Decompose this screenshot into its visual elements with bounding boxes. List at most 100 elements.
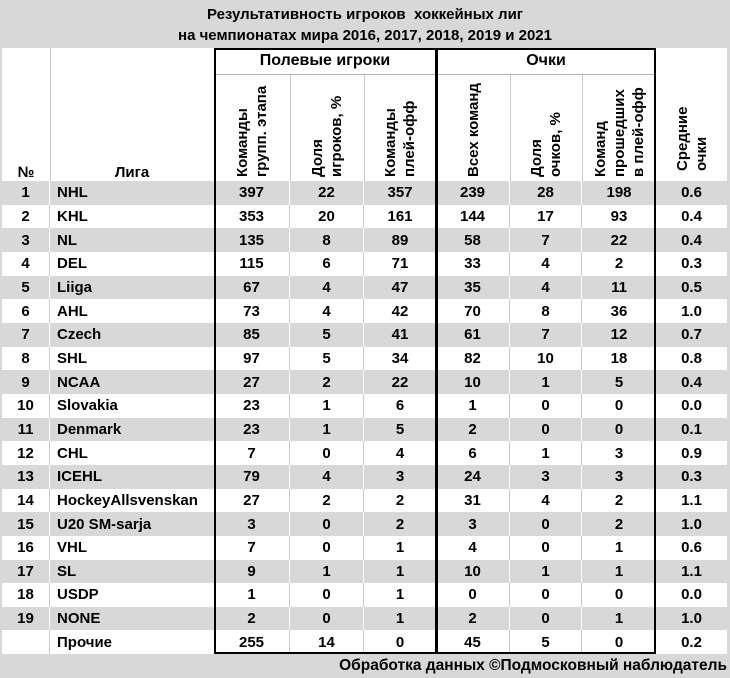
- cell-teams-playoff: 2: [395, 515, 405, 533]
- cell-points-share: 7: [510, 228, 582, 252]
- cell-league: DEL: [57, 255, 87, 273]
- title-line-2: на чемпионатах мира 2016, 2017, 2018, 20…: [178, 27, 552, 44]
- column-header-points-all-teams: Всех команд: [464, 83, 482, 177]
- cell-league: SHL: [57, 349, 87, 367]
- cell-number: 3: [2, 228, 50, 252]
- cell-points-all-teams: 239: [436, 181, 510, 205]
- cell-points-playoff-teams: 12: [610, 326, 628, 344]
- table-row: 1 NHL 397 22 357 239 28 198 0.6: [2, 181, 727, 205]
- cell-teams-playoff: 1: [395, 562, 405, 580]
- table-row: 15 U20 SM-sarja 3 0 2 3 0 2 1.0: [2, 512, 727, 536]
- cell-average-points: 0.0: [681, 397, 702, 415]
- cell-points-playoff-teams: 5: [614, 373, 624, 391]
- cell-players-share: 2: [290, 370, 364, 394]
- cell-players-share: 8: [290, 228, 364, 252]
- cell-points-playoff-teams: 93: [610, 207, 628, 225]
- cell-points-share: 0: [510, 606, 582, 631]
- cell-number: 5: [2, 275, 50, 300]
- table-row: 12 CHL 7 0 4 6 1 3 0.9: [2, 441, 727, 465]
- column-group-points: Очки: [526, 52, 566, 69]
- column-header-number: №: [17, 164, 35, 181]
- table-row: 18 USDP 1 0 1 0 0 0 0.0: [2, 583, 727, 607]
- column-header-average-points: Средние очки: [673, 106, 710, 171]
- cell-points-playoff-teams: 2: [614, 515, 624, 533]
- cell-points-playoff-teams: 2: [614, 255, 624, 273]
- cell-teams-playoff: 0: [395, 633, 405, 651]
- cell-players-share: 20: [290, 204, 364, 229]
- cell-points-share: 4: [510, 275, 582, 300]
- cell-points-all-teams: 35: [436, 275, 510, 300]
- cell-points-playoff-teams: 3: [614, 468, 624, 486]
- cell-teams-group-stage: 23: [214, 417, 290, 442]
- cell-points-playoff-teams: 1: [614, 562, 624, 580]
- cell-points-share: 0: [510, 393, 582, 418]
- cell-teams-playoff: 4: [395, 444, 405, 462]
- cell-league: CHL: [57, 444, 88, 462]
- cell-teams-group-stage: 23: [214, 393, 290, 418]
- cell-teams-group-stage: 2: [214, 606, 290, 631]
- cell-number: 9: [2, 370, 50, 394]
- cell-average-points: 0.9: [681, 444, 702, 462]
- cell-players-share: 0: [290, 535, 364, 560]
- cell-league: U20 SM-sarja: [57, 515, 152, 533]
- cell-average-points: 0.4: [681, 207, 702, 225]
- cell-points-share: 0: [510, 535, 582, 560]
- cell-points-all-teams: 33: [436, 251, 510, 276]
- footer-credit: Обработка данных ©Подмосковный наблюдате…: [339, 657, 727, 674]
- gridline: [510, 74, 511, 181]
- cell-teams-playoff: 71: [391, 255, 409, 273]
- cell-league: KHL: [57, 207, 88, 225]
- cell-players-share: 2: [290, 488, 364, 513]
- cell-points-all-teams: 82: [436, 346, 510, 371]
- cell-league: ICEHL: [57, 468, 102, 486]
- cell-teams-group-stage: 67: [214, 275, 290, 300]
- cell-points-share: 5: [510, 630, 582, 655]
- table-row: Прочие 255 14 0 45 5 0 0.2: [2, 630, 727, 655]
- column-header-league: Лига: [114, 164, 150, 181]
- cell-teams-playoff: 1: [395, 610, 405, 628]
- column-header-teams-playoff: Команды плей-офф: [382, 100, 418, 177]
- cell-points-share: 4: [510, 488, 582, 513]
- cell-teams-group-stage: 1: [214, 583, 290, 607]
- gridline: [215, 74, 435, 75]
- cell-points-share: 1: [510, 441, 582, 465]
- cell-number: 13: [2, 464, 50, 489]
- cell-points-share: 1: [510, 370, 582, 394]
- cell-players-share: 1: [290, 417, 364, 442]
- cell-teams-playoff: 22: [391, 373, 409, 391]
- cell-teams-playoff: 41: [391, 326, 409, 344]
- cell-points-playoff-teams: 0: [614, 633, 624, 651]
- cell-league: NCAA: [57, 373, 101, 391]
- cell-points-all-teams: 45: [436, 630, 510, 655]
- cell-points-playoff-teams: 0: [614, 397, 624, 415]
- cell-players-share: 0: [290, 583, 364, 607]
- cell-points-all-teams: 61: [436, 322, 510, 347]
- cell-teams-group-stage: 79: [214, 464, 290, 489]
- cell-average-points: 0.3: [681, 255, 702, 273]
- cell-number: 12: [2, 441, 50, 465]
- cell-teams-playoff: 161: [387, 207, 413, 225]
- cell-number: [2, 630, 50, 655]
- table-row: 4 DEL 115 6 71 33 4 2 0.3: [2, 251, 727, 276]
- cell-number: 19: [2, 606, 50, 631]
- cell-points-all-teams: 0: [436, 583, 510, 607]
- gridline: [437, 74, 655, 75]
- cell-league: Liiga: [57, 278, 93, 296]
- cell-teams-group-stage: 353: [214, 204, 290, 229]
- cell-teams-playoff: 6: [395, 397, 405, 415]
- cell-number: 15: [2, 512, 50, 536]
- cell-points-share: 17: [510, 204, 582, 229]
- cell-points-all-teams: 1: [436, 393, 510, 418]
- cell-average-points: 0.4: [681, 373, 702, 391]
- cell-points-playoff-teams: 1: [614, 539, 624, 557]
- cell-points-all-teams: 2: [436, 606, 510, 631]
- cell-points-all-teams: 58: [436, 228, 510, 252]
- cell-teams-group-stage: 27: [214, 488, 290, 513]
- cell-points-share: 7: [510, 322, 582, 347]
- title-line-1: Результативность игроков хоккейных лиг: [206, 6, 524, 23]
- cell-points-all-teams: 10: [436, 559, 510, 584]
- table-row: 11 Denmark 23 1 5 2 0 0 0.1: [2, 417, 727, 442]
- table-row: 9 NCAA 27 2 22 10 1 5 0.4: [2, 370, 727, 394]
- table-row: 16 VHL 7 0 1 4 0 1 0.6: [2, 535, 727, 560]
- cell-average-points: 0.4: [681, 231, 702, 249]
